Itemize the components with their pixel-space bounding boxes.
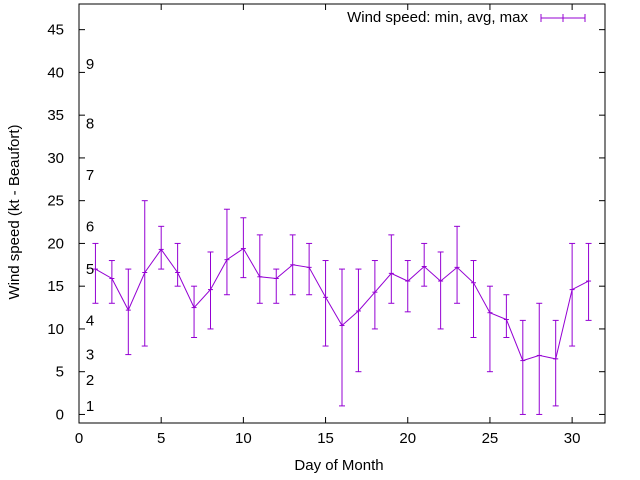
error-bar	[437, 251, 444, 330]
error-bar	[273, 268, 280, 304]
beaufort-label: 5	[86, 261, 94, 278]
series	[92, 200, 592, 415]
x-tick-label: 20	[399, 430, 416, 447]
error-bar	[256, 234, 263, 304]
beaufort-label: 9	[86, 56, 94, 73]
error-bar	[223, 208, 230, 296]
y-tick-label: 25	[47, 193, 64, 210]
y-axis-title: Wind speed (kt - Beaufort)	[6, 124, 23, 299]
error-bar	[289, 234, 296, 296]
error-bar	[421, 242, 428, 287]
error-bar	[503, 294, 510, 338]
x-tick-label: 10	[235, 430, 252, 447]
error-bar	[191, 285, 198, 338]
error-bar	[158, 225, 165, 270]
error-bar	[125, 268, 132, 356]
y-tick-label: 40	[47, 64, 64, 81]
error-bar	[569, 242, 576, 347]
y-tick-label: 45	[47, 22, 64, 39]
plot-frame	[78, 3, 606, 424]
error-bar	[141, 200, 148, 347]
x-tick-label: 15	[317, 430, 334, 447]
x-tick-label: 30	[564, 430, 581, 447]
error-bar	[486, 285, 493, 373]
x-tick-label: 0	[75, 430, 83, 447]
beaufort-label: 8	[86, 116, 94, 133]
error-bar	[240, 217, 247, 279]
error-bar	[207, 251, 214, 330]
beaufort-label: 2	[86, 372, 94, 389]
y-tick-label: 35	[47, 107, 64, 124]
x-axis-title: Day of Month	[294, 457, 383, 474]
y-tick-label: 5	[56, 364, 64, 381]
beaufort-label: 6	[86, 218, 94, 235]
beaufort-label: 4	[86, 312, 94, 329]
error-bar	[404, 260, 411, 313]
error-bar	[585, 242, 592, 321]
error-bar	[536, 302, 543, 415]
y-tick-label: 10	[47, 321, 64, 338]
y-tick-label: 15	[47, 278, 64, 295]
x-tick-label: 5	[157, 430, 165, 447]
legend: Wind speed: min, avg, max	[347, 9, 586, 26]
error-bar	[92, 242, 99, 304]
y-tick-label: 30	[47, 150, 64, 167]
error-bar	[108, 260, 115, 304]
beaufort-label: 3	[86, 347, 94, 364]
beaufort-label: 1	[86, 398, 94, 415]
error-bar	[355, 268, 362, 373]
error-bar	[371, 260, 378, 330]
error-bar	[339, 268, 345, 407]
error-bar	[519, 319, 526, 415]
axes	[78, 3, 606, 424]
y-tick-label: 0	[56, 406, 64, 423]
beaufort-labels: 1 2 3 4 5 6 7 8 9	[86, 56, 94, 415]
x-tick-label: 25	[482, 430, 499, 447]
error-bar	[454, 225, 461, 304]
error-bar	[470, 260, 477, 338]
error-bar	[306, 242, 313, 296]
error-bar	[322, 260, 329, 347]
error-bar	[174, 242, 181, 287]
error-bar	[552, 319, 559, 407]
legend-label: Wind speed: min, avg, max	[347, 9, 528, 26]
error-bar	[388, 234, 395, 304]
y-tick-label: 20	[47, 235, 64, 252]
beaufort-label: 7	[86, 167, 94, 184]
